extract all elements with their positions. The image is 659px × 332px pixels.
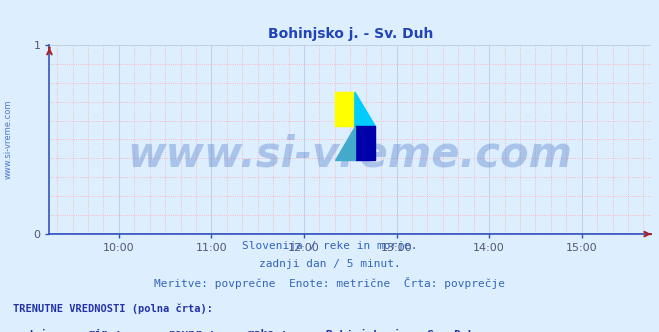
Polygon shape [355, 92, 375, 126]
Bar [335, 92, 355, 126]
Text: Slovenija / reke in morje.: Slovenija / reke in morje. [242, 241, 417, 251]
Polygon shape [335, 126, 355, 160]
Text: www.si-vreme.com: www.si-vreme.com [3, 100, 13, 179]
Text: min.:: min.: [89, 329, 123, 332]
Text: sedaj:: sedaj: [13, 329, 53, 332]
Text: TRENUTNE VREDNOSTI (polna črta):: TRENUTNE VREDNOSTI (polna črta): [13, 304, 213, 314]
Text: www.si-vreme.com: www.si-vreme.com [128, 133, 573, 176]
Bar [355, 126, 375, 160]
Text: maks.:: maks.: [247, 329, 287, 332]
Text: zadnji dan / 5 minut.: zadnji dan / 5 minut. [258, 259, 401, 269]
Text: Bohinjsko j. - Sv. Duh: Bohinjsko j. - Sv. Duh [326, 329, 474, 332]
Title: Bohinjsko j. - Sv. Duh: Bohinjsko j. - Sv. Duh [268, 27, 433, 41]
Text: povpr.:: povpr.: [168, 329, 215, 332]
Text: Meritve: povprečne  Enote: metrične  Črta: povprečje: Meritve: povprečne Enote: metrične Črta:… [154, 277, 505, 289]
